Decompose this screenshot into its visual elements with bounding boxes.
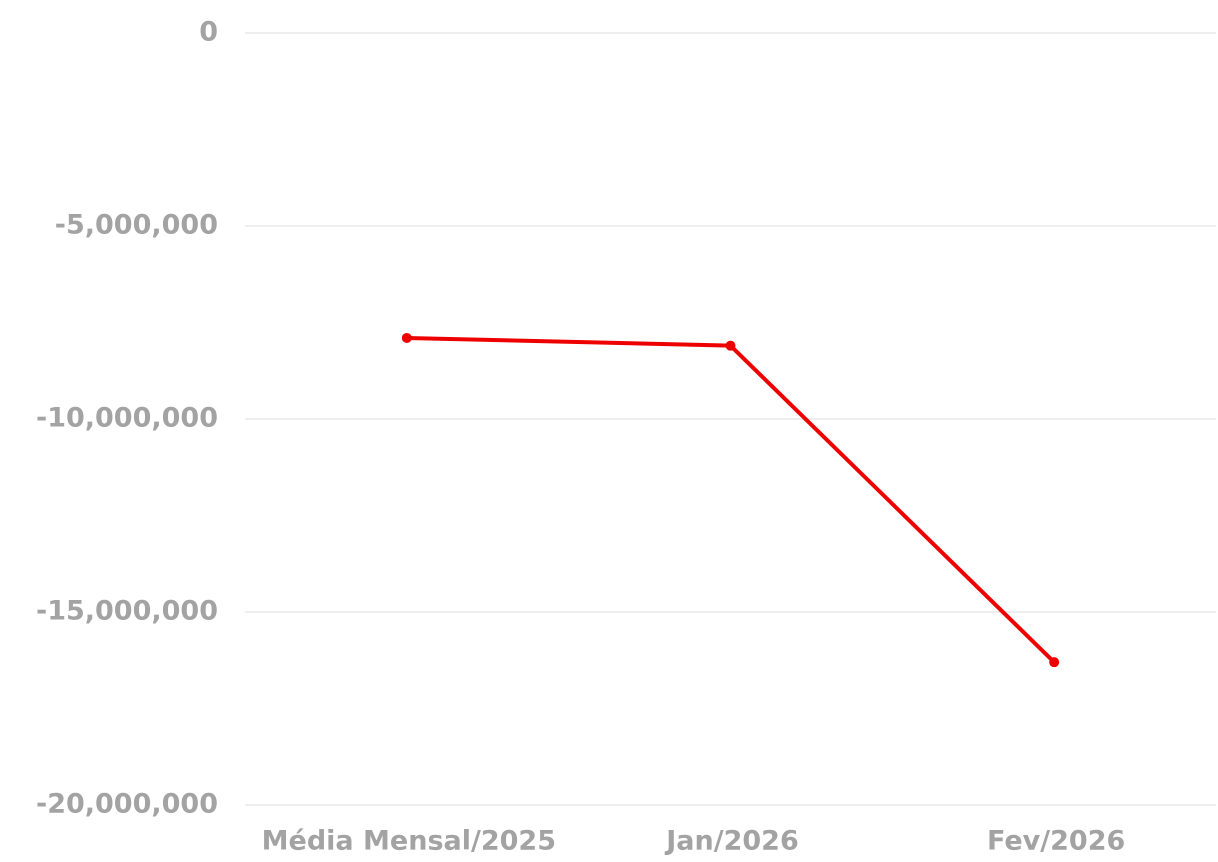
x-tick-label: Fev/2026 <box>987 826 1125 857</box>
y-tick-label: -5,000,000 <box>55 210 218 241</box>
y-tick-label: -10,000,000 <box>36 403 218 434</box>
point <box>1049 657 1060 668</box>
line <box>406 335 1056 664</box>
x-tick-label: Jan/2026 <box>664 826 799 857</box>
point <box>725 340 736 351</box>
x-tick-label: Média Mensal/2025 <box>262 826 556 857</box>
y-tick-label: -15,000,000 <box>36 596 218 627</box>
y-tick-label: 0 <box>199 17 218 48</box>
y-tick-label: -20,000,000 <box>36 789 218 820</box>
point <box>401 332 412 343</box>
